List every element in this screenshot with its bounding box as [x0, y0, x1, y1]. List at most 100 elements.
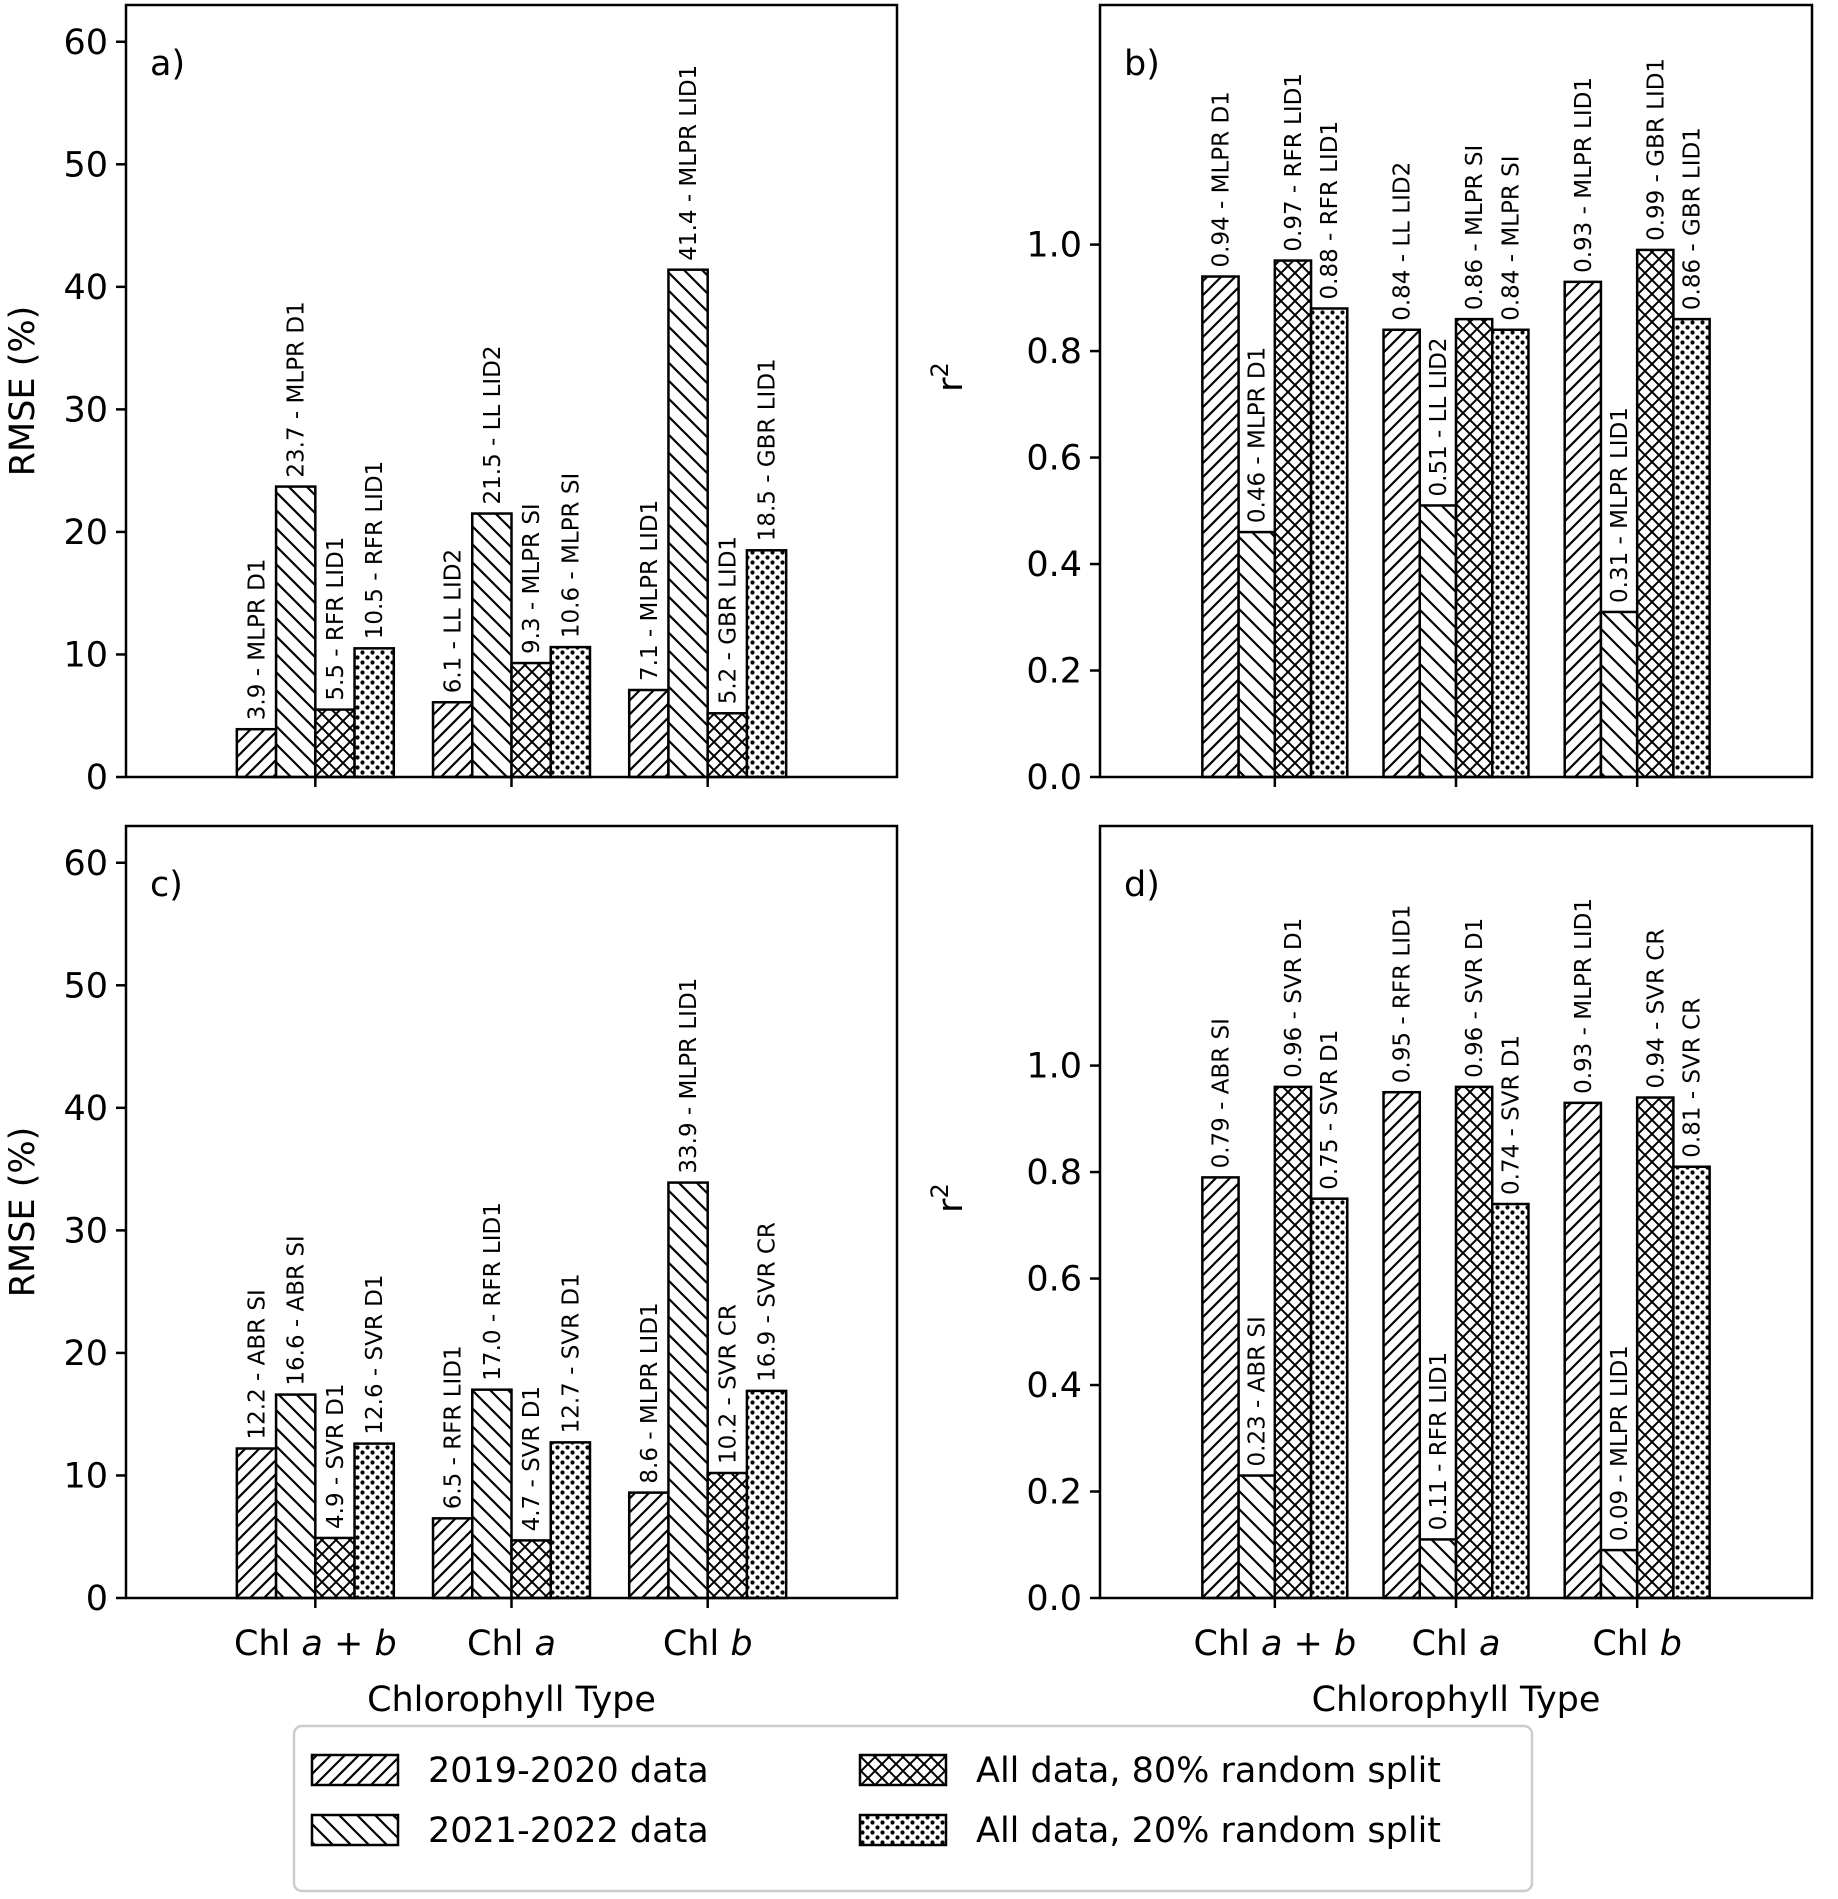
panel-a: 3.9 - MLPR D1 6.1 - LL LID2 7.1 - MLPR LID… — [3, 3, 899, 798]
bar-label-a-s2-c2: 5.2 - GBR LID1 — [715, 536, 741, 704]
bar-label-c-s0-c1: 6.5 - RFR LID1 — [441, 1345, 467, 1509]
bar-a-s3-c2 — [745, 549, 788, 779]
panel-c: 12.2 - ABR SI 6.5 - RFR LID1 8.6 - MLPR LI… — [3, 824, 899, 1720]
bar-label-b-s1-c0: 0.46 - MLPR D1 — [1245, 347, 1271, 523]
bar-label-b-s0-c1: 0.84 - LL LID2 — [1390, 162, 1416, 321]
ylabel-superscript: 2 — [926, 362, 954, 377]
bar-c-s1-c2 — [667, 1181, 709, 1600]
legend-box — [292, 1724, 1534, 1893]
xtick-label-d-2: Chl b — [1592, 1624, 1682, 1664]
bar-d-s1-c2 — [1599, 1548, 1639, 1600]
bar-label-d-s3-c2: 0.81 - SVR CR — [1680, 998, 1706, 1158]
ytick-label-c-5: 50 — [63, 966, 108, 1006]
bar-d-s0-c2 — [1563, 1101, 1603, 1600]
bar-b-s3-c1 — [1490, 328, 1530, 779]
bar-b-s2-c2 — [1635, 248, 1675, 779]
bar-a-s2-c1 — [510, 661, 552, 779]
bar-c-s0-c2 — [627, 1491, 670, 1600]
bar-a-s3-c1 — [549, 645, 592, 779]
bar-a-s2-c2 — [706, 712, 749, 779]
legend-label-2: All data, 80% random split — [976, 1751, 1441, 1791]
bar-label-b-s3-c2: 0.86 - GBR LID1 — [1680, 127, 1706, 310]
bar-d-s3-c1 — [1490, 1202, 1530, 1600]
xtick-label-d-1: Chl a — [1412, 1624, 1501, 1664]
ytick-label-b-3: 0.6 — [1026, 439, 1082, 479]
ytick-label-b-0: 0.0 — [1026, 758, 1082, 798]
bar-c-s1-c1 — [471, 1388, 513, 1600]
bar-label-d-s2-c2: 0.94 - SVR CR — [1643, 929, 1669, 1089]
bar-label-d-s3-c1: 0.74 - SVR D1 — [1498, 1035, 1524, 1195]
bar-a-s0-c1 — [431, 701, 474, 779]
xtick-label-d-0: Chl a + b — [1193, 1624, 1356, 1664]
bar-a-s1-c0 — [274, 485, 317, 779]
bar-label-a-s2-c1: 9.3 - MLPR SI — [519, 503, 545, 654]
legend-swatch-2 — [858, 1753, 948, 1787]
bar-c-s1-c0 — [274, 1393, 317, 1600]
bar-c-s0-c0 — [235, 1447, 278, 1600]
bar-label-a-s3-c0: 10.5 - RFR LID1 — [362, 461, 388, 640]
bar-label-a-s0-c1: 6.1 - LL LID2 — [441, 549, 467, 693]
bar-c-s3-c2 — [745, 1389, 788, 1600]
ylabel-superscript: 2 — [926, 1183, 954, 1198]
bar-label-d-s0-c2: 0.93 - MLPR LID1 — [1571, 898, 1597, 1094]
bar-b-s3-c0 — [1309, 307, 1349, 779]
ytick-label-b-2: 0.4 — [1026, 545, 1082, 585]
bar-label-c-s0-c0: 12.2 - ABR SI — [245, 1289, 271, 1439]
ytick-label-d-4: 0.8 — [1026, 1153, 1082, 1193]
xtick-label-c-1: Chl a — [467, 1624, 556, 1664]
ylabel-text: r — [931, 1198, 971, 1213]
bar-label-b-s2-c2: 0.99 - GBR LID1 — [1643, 58, 1669, 241]
bar-d-s3-c2 — [1672, 1165, 1711, 1600]
ytick-label-d-3: 0.6 — [1026, 1260, 1082, 1300]
ytick-label-a-3: 30 — [63, 390, 108, 430]
ylabel-text: RMSE (%) — [3, 306, 43, 477]
legend-label-0: 2019-2020 data — [428, 1751, 709, 1791]
bar-d-s2-c0 — [1273, 1085, 1313, 1600]
bar-a-s3-c0 — [353, 647, 396, 779]
xlabel-d: Chlorophyll Type — [1312, 1680, 1601, 1720]
bar-label-d-s1-c2: 0.09 - MLPR LID1 — [1607, 1345, 1633, 1541]
bar-label-a-s1-c0: 23.7 - MLPR D1 — [284, 301, 310, 477]
bar-label-c-s2-c0: 4.9 - SVR D1 — [323, 1384, 349, 1529]
legend-swatch-0 — [310, 1753, 400, 1787]
ytick-label-c-3: 30 — [63, 1211, 108, 1251]
bar-a-s0-c2 — [627, 688, 670, 779]
panel-label-d: d) — [1124, 865, 1160, 905]
bar-label-b-s2-c0: 0.97 - RFR LID1 — [1281, 73, 1307, 252]
ytick-label-a-4: 40 — [63, 268, 108, 308]
bar-b-s1-c1 — [1418, 504, 1458, 779]
bar-label-b-s0-c0: 0.94 - MLPR D1 — [1209, 91, 1235, 267]
bar-label-c-s1-c1: 17.0 - RFR LID1 — [480, 1202, 506, 1381]
bar-a-s1-c2 — [667, 268, 709, 779]
ylabel-d: r2 — [926, 1183, 971, 1213]
bar-a-s0-c0 — [235, 727, 278, 779]
bar-b-s0-c2 — [1563, 280, 1603, 779]
legend-swatch-3 — [858, 1813, 948, 1847]
bar-label-b-s2-c1: 0.86 - MLPR SI — [1462, 145, 1488, 310]
bar-b-s1-c0 — [1237, 530, 1277, 779]
bar-b-s0-c1 — [1382, 328, 1422, 779]
bar-label-b-s3-c0: 0.88 - RFR LID1 — [1317, 121, 1343, 300]
legend-label-3: All data, 20% random split — [976, 1811, 1441, 1851]
ytick-label-a-6: 60 — [63, 23, 108, 63]
bar-label-b-s3-c1: 0.84 - MLPR SI — [1498, 155, 1524, 320]
ytick-label-d-1: 0.2 — [1026, 1473, 1082, 1513]
ylabel-text: RMSE (%) — [3, 1127, 43, 1298]
panel-b: 0.94 - MLPR D1 0.84 - LL LID2 0.93 - MLPR … — [926, 3, 1814, 798]
bar-c-s2-c2 — [706, 1471, 749, 1600]
ytick-label-a-5: 50 — [63, 145, 108, 185]
ylabel-c: RMSE (%) — [3, 1127, 43, 1298]
ytick-label-c-2: 20 — [63, 1334, 108, 1374]
xtick-label-c-0: Chl a + b — [234, 1624, 397, 1664]
panel-label-c: c) — [150, 865, 183, 905]
bar-b-s3-c2 — [1672, 317, 1711, 779]
bar-label-d-s1-c0: 0.23 - ABR SI — [1245, 1316, 1271, 1466]
bar-label-d-s3-c0: 0.75 - SVR D1 — [1317, 1030, 1343, 1190]
bar-label-b-s1-c1: 0.51 - LL LID2 — [1426, 337, 1452, 496]
bar-label-d-s2-c0: 0.96 - SVR D1 — [1281, 918, 1307, 1078]
bar-d-s1-c1 — [1418, 1538, 1458, 1600]
xtick-label-c-2: Chl b — [663, 1624, 753, 1664]
bar-label-a-s0-c2: 7.1 - MLPR LID1 — [637, 500, 663, 681]
ytick-label-a-2: 20 — [63, 513, 108, 553]
